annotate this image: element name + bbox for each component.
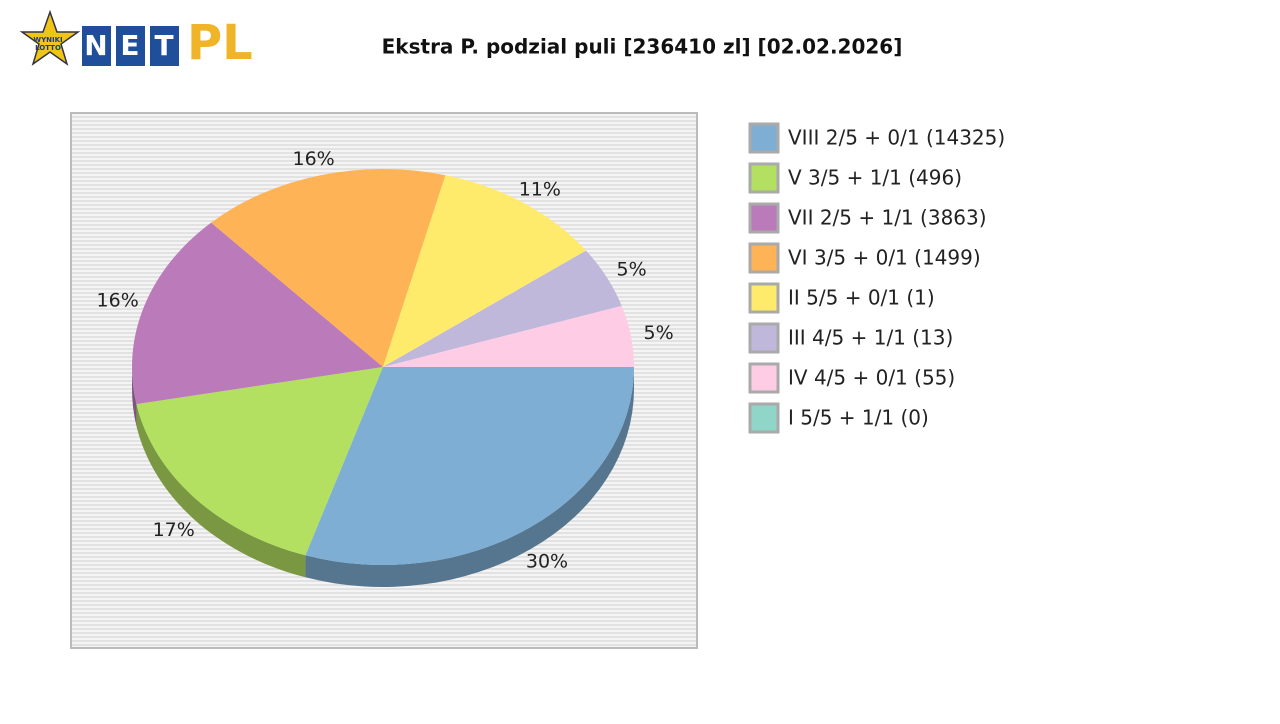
legend-swatch — [748, 242, 780, 274]
slice — [383, 175, 587, 367]
data-label: 5% — [643, 322, 673, 344]
legend-swatch — [748, 402, 780, 434]
logo-box — [150, 26, 179, 66]
logo-box — [116, 26, 145, 66]
legend-swatch — [748, 362, 780, 394]
slice — [383, 305, 634, 367]
data-label: 16% — [97, 289, 139, 311]
logo-box — [82, 26, 111, 66]
legend-swatch — [748, 162, 780, 194]
legend-label: IV 4/5 + 0/1 (55) — [788, 366, 955, 390]
slice — [305, 367, 634, 565]
logo-brand: PL — [187, 15, 253, 71]
chart-title: Ekstra P. podzial puli [236410 zl] [02.0… — [382, 35, 903, 59]
slice — [132, 222, 383, 405]
slice — [383, 250, 622, 367]
legend-label: VII 2/5 + 1/1 (3863) — [788, 206, 987, 230]
data-label: 11% — [519, 179, 561, 201]
legend-swatch — [748, 322, 780, 354]
legend-label: VI 3/5 + 0/1 (1499) — [788, 246, 981, 270]
data-label: 5% — [617, 258, 647, 280]
logo: WYNIKI LOTTO N E T PL — [19, 9, 253, 71]
data-label: 16% — [292, 148, 334, 170]
legend-swatch — [748, 282, 780, 314]
slice-side — [132, 367, 137, 427]
legend-label: VIII 2/5 + 0/1 (14325) — [788, 126, 1005, 150]
slice — [211, 169, 446, 367]
logo-small: LOTTO — [35, 44, 61, 52]
data-label: 30% — [526, 551, 568, 573]
legend-swatch — [748, 202, 780, 234]
slice-side — [136, 404, 306, 578]
legend-swatch — [748, 122, 780, 154]
legend-label: V 3/5 + 1/1 (496) — [788, 166, 962, 190]
slice-side — [305, 367, 634, 588]
data-label: 17% — [153, 519, 195, 541]
legend-label: III 4/5 + 1/1 (13) — [788, 326, 953, 350]
logo-star — [19, 9, 81, 66]
logo-letter: T — [154, 29, 173, 62]
logo-small: WYNIKI — [33, 36, 62, 44]
legend-label: I 5/5 + 1/1 (0) — [788, 406, 929, 430]
slice — [136, 367, 383, 556]
logo-letter: E — [120, 29, 139, 62]
logo-letter: N — [84, 29, 107, 62]
legend-label: II 5/5 + 0/1 (1) — [788, 286, 935, 310]
